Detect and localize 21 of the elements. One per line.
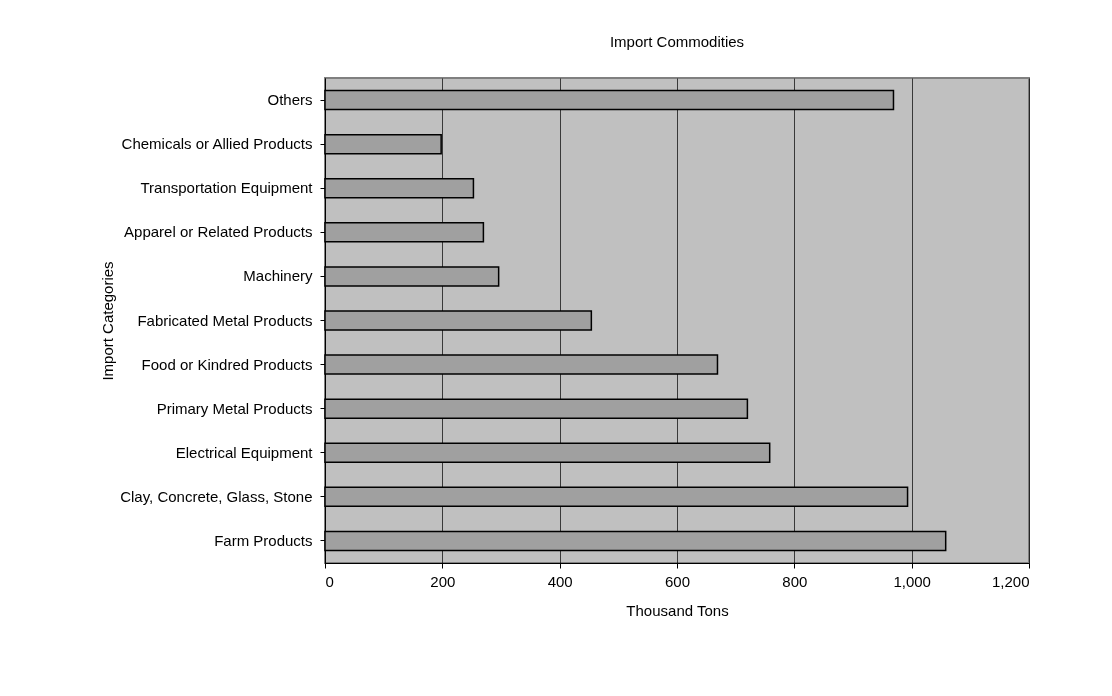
y-tick-label: Food or Kindred Products bbox=[141, 355, 313, 373]
x-tick-label: 1,000 bbox=[893, 572, 931, 590]
y-tick-label: Transportation Equipment bbox=[140, 179, 314, 197]
y-tick-label: Electrical Equipment bbox=[175, 443, 314, 461]
chart-title: Import Commodities bbox=[609, 33, 745, 50]
x-axis-title: Thousand Tons bbox=[626, 601, 729, 619]
x-tick-label: 600 bbox=[664, 572, 691, 590]
x-tick-label: 400 bbox=[547, 572, 573, 590]
y-tick-label: Fabricated Metal Products bbox=[137, 311, 313, 329]
x-tick-label: 0 bbox=[325, 572, 334, 590]
y-tick-label: Primary Metal Products bbox=[156, 399, 313, 417]
y-axis-title: Import Categories bbox=[98, 261, 116, 381]
x-tick-label: 800 bbox=[782, 572, 808, 590]
y-tick-label: Machinery bbox=[243, 267, 313, 285]
x-tick-label: 200 bbox=[430, 572, 456, 590]
y-tick-label: Farm Products bbox=[214, 531, 313, 549]
y-tick-label: Others bbox=[267, 91, 313, 109]
y-tick-label: Apparel or Related Products bbox=[124, 223, 313, 241]
y-tick-label: Clay, Concrete, Glass, Stone bbox=[120, 487, 313, 505]
x-tick-label: 1,200 bbox=[991, 572, 1030, 590]
y-tick-label: Chemicals or Allied Products bbox=[121, 135, 313, 153]
